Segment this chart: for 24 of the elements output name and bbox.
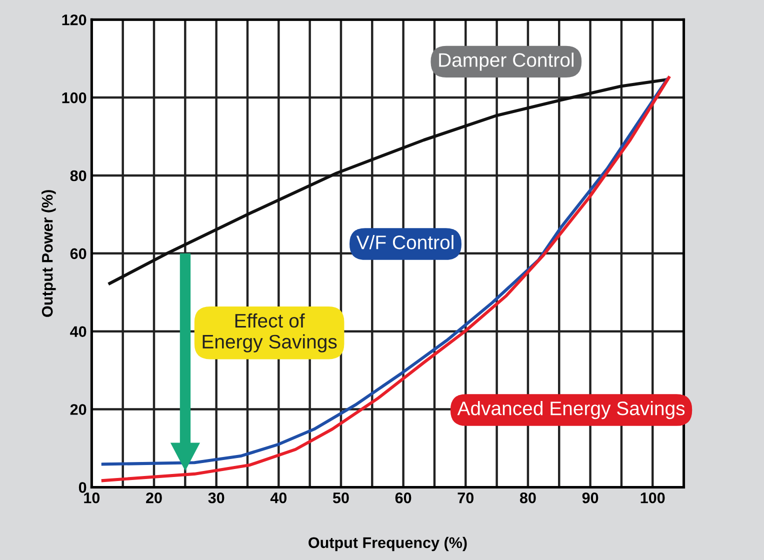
line-series: [108, 78, 668, 285]
x-tick-label: 50: [332, 492, 349, 504]
y-tick-label: 40: [70, 326, 86, 338]
x-axis-title: Output Frequency (%): [308, 536, 467, 552]
y-tick-label: 60: [70, 248, 86, 260]
y-tick-label: 20: [70, 404, 86, 415]
y-tick-label: 120: [62, 14, 86, 26]
x-tick-label: 40: [270, 492, 287, 504]
text: Advanced Energy Savings: [457, 400, 685, 420]
x-tick-label: 20: [146, 492, 162, 504]
y-tick-label: 100: [62, 92, 86, 104]
x-tick-label: 10: [84, 492, 100, 504]
x-tick-label: 100: [640, 492, 665, 504]
x-tick-label: 90: [582, 492, 598, 504]
x-tick-label: 70: [458, 492, 474, 504]
annotation: Effect of Energy Savings: [202, 313, 337, 352]
text: V/F Control: [356, 234, 454, 250]
x-tick-label: 60: [395, 492, 412, 504]
y-tick-label: 0: [78, 482, 86, 493]
x-tick-label: 30: [208, 492, 224, 504]
series-label: Damper Control: [439, 52, 574, 71]
x-tick-label: 80: [520, 492, 536, 504]
y-tick-label: 80: [70, 170, 86, 182]
y-axis-title: Output Power (%): [42, 190, 56, 317]
